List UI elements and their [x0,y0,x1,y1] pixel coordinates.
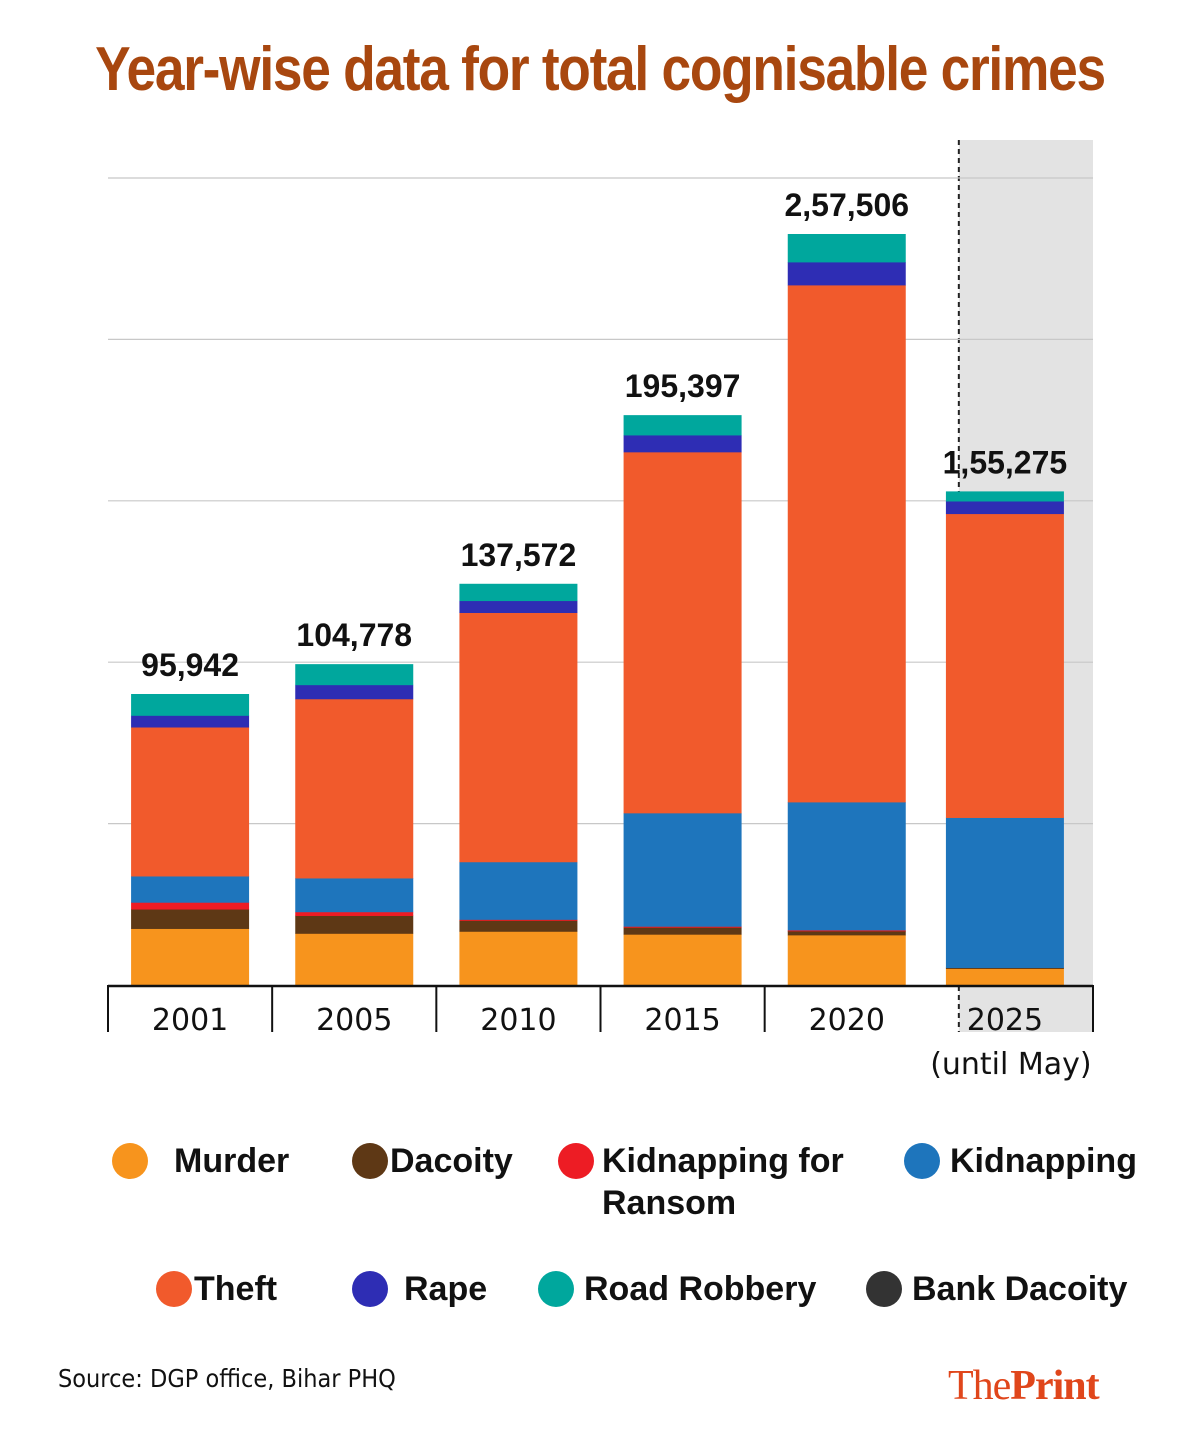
chart-title: Year-wise data for total cognisable crim… [95,35,1106,104]
bar-segment-dacoity [459,920,578,932]
bar-2010 [459,583,578,986]
legend-dot-icon [866,1271,902,1307]
bar-2020 [787,234,906,986]
bar-segment-rape [623,435,742,453]
bar-segment-kidnapping [295,878,414,913]
total-label: 137,572 [461,537,577,573]
bar-2015 [623,415,742,986]
legend-dot-icon [156,1271,192,1307]
bar-segment-kidnapping [459,861,578,920]
bar-segment-rape [459,600,578,613]
bar-segment-dacoity [623,927,742,935]
bar-segment-road-robbery [945,491,1064,502]
bar-segment-murder [459,931,578,986]
legend-item: Kidnapping [904,1140,1137,1182]
legend-item: Murder [112,1140,289,1182]
legend-item: Dacoity [352,1140,513,1182]
total-label: 95,942 [141,647,239,683]
bar-segment-road-robbery [131,693,250,716]
legend-item: Bank Dacoity [866,1268,1127,1310]
legend-item: Theft [156,1268,277,1310]
bar-segment-kidnapping-for-ransom [787,929,906,932]
bar-segment-rape [131,715,250,728]
legend-label: Dacoity [390,1142,513,1180]
bar-segment-murder [623,934,742,986]
bar-segment-theft [459,612,578,863]
bar-segment-theft [787,285,906,803]
legend-dot-icon [112,1143,148,1179]
total-label: 2,57,506 [784,187,909,223]
x-tick-label: 2015 [644,1003,720,1038]
legend-item: Rape [352,1268,487,1310]
bar-segment-kidnapping-for-ransom [623,926,742,928]
bar-segment-kidnapping-for-ransom [459,919,578,921]
bar-segment-road-robbery [787,234,906,263]
total-label: 195,397 [625,368,741,404]
bar-segment-rape [787,261,906,286]
bar-segment-road-robbery [459,583,578,602]
bar-segment-dacoity [945,967,1064,969]
legend-label: Road Robbery [584,1270,817,1308]
bar-segment-kidnapping [945,817,1064,968]
bar-segment-theft [295,698,414,879]
brand-logo: ThePrint [948,1362,1100,1410]
bar-segment-theft [623,451,742,814]
stacked-bar-chart: 95,942 2001 104,778 2005 137,572 2010 195,397 2… [107,140,1094,1082]
legend-dot-icon [352,1143,388,1179]
legend-dot-icon [904,1143,940,1179]
x-tick-label: 2025 [967,1003,1043,1038]
source-note: Source: DGP office, Bihar PHQ [58,1364,396,1393]
legend-label: Rape [404,1270,488,1308]
bar-segment-murder [787,934,906,986]
bar-segment-theft [945,513,1064,818]
x-tick-label: 2010 [480,1003,556,1038]
legend-label: Bank Dacoity [912,1270,1128,1308]
bar-2025 [945,491,1064,986]
bar-segment-murder [945,968,1064,986]
x-tick-sublabel: (until May) [930,1047,1091,1082]
bar-segment-rape [295,684,414,700]
brand-logo-the: The [948,1363,1011,1409]
bar-2005 [295,664,414,986]
bar-segment-dacoity [787,930,906,936]
total-label: 1,55,275 [943,444,1068,480]
bar-segment-kidnapping-for-ransom [131,902,250,910]
total-label: 104,778 [296,617,412,653]
bar-segment-kidnapping [787,802,906,931]
bar-segment-dacoity [131,909,250,929]
legend-label: Theft [194,1270,278,1308]
bar-segment-road-robbery [295,664,414,686]
x-tick-label: 2001 [152,1003,228,1038]
bar-segment-kidnapping [131,876,250,903]
bar-segment-kidnapping [623,812,742,927]
legend-item: Road Robbery [538,1268,816,1310]
brand-logo-print: Print [1010,1363,1099,1409]
legend-label: Murder [174,1142,290,1180]
bar-segment-murder [295,933,414,986]
legend-dot-icon [352,1271,388,1307]
legend-label: Kidnapping [950,1142,1137,1180]
legend-dot-icon [558,1143,594,1179]
legend-dot-icon [538,1271,574,1307]
legend-label: Kidnapping for Ransom [602,1142,844,1222]
bar-segment-road-robbery [623,415,742,436]
x-tick-label: 2005 [316,1003,392,1038]
x-tick-label: 2020 [809,1003,885,1038]
bar-2001 [131,693,250,986]
bar-segment-dacoity [295,915,414,934]
bar-segment-rape [945,501,1064,515]
bar-segment-kidnapping-for-ransom [295,911,414,916]
bar-segment-murder [131,928,250,986]
bar-segment-theft [131,727,250,877]
legend-item: Kidnapping for Ransom [558,1140,844,1224]
